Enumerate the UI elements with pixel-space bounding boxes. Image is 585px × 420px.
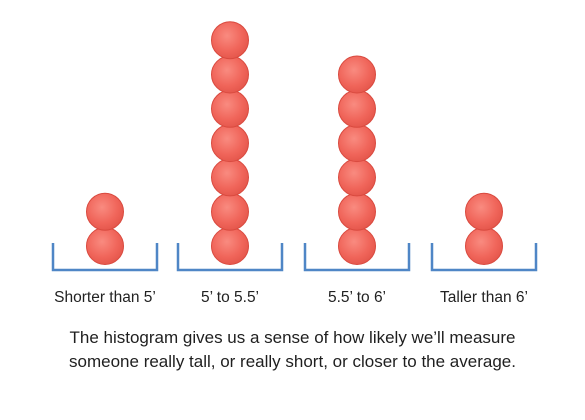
histogram-ball	[338, 124, 376, 163]
histogram-ball	[211, 21, 249, 60]
bin-bracket	[51, 243, 159, 272]
bin-labels: Shorter than 5’ 5’ to 5.5’ 5.5’ to 6’ Talle…	[54, 289, 528, 306]
histogram-balls	[86, 21, 503, 265]
histogram-ball	[338, 55, 376, 94]
bin-label: Taller than 6’	[440, 289, 528, 306]
histogram-ball	[211, 124, 249, 163]
histogram-ball	[338, 192, 376, 231]
histogram-ball	[211, 89, 249, 128]
bin-bracket	[176, 243, 284, 272]
histogram-bins	[51, 243, 538, 272]
histogram-ball	[465, 192, 503, 231]
histogram-ball	[338, 227, 376, 265]
histogram-ball	[211, 227, 249, 265]
histogram-ball	[211, 158, 249, 197]
histogram-ball	[86, 227, 124, 265]
histogram-ball	[465, 227, 503, 265]
bin-bracket	[430, 243, 538, 272]
bin-label: 5’ to 5.5’	[201, 289, 259, 306]
bin-bracket	[303, 243, 411, 272]
histogram-ball	[211, 192, 249, 231]
histogram-ball	[338, 89, 376, 128]
histogram-ball	[86, 192, 124, 231]
bin-label: 5.5’ to 6’	[328, 289, 386, 306]
bin-label: Shorter than 5’	[54, 289, 156, 306]
histogram-ball	[211, 55, 249, 94]
caption-text: The histogram gives us a sense of how li…	[69, 328, 516, 371]
histogram-ball	[338, 158, 376, 197]
